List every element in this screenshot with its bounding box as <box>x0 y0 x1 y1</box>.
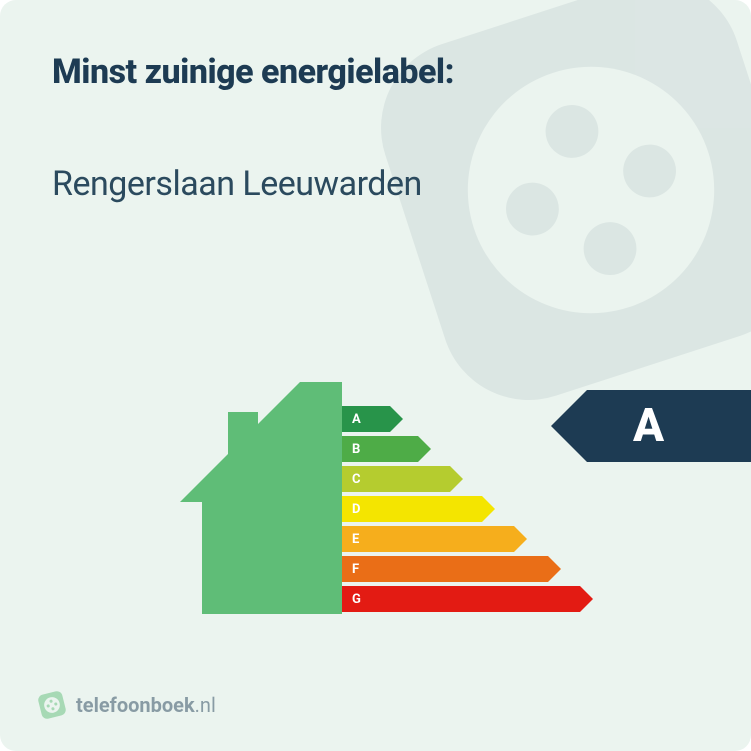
bar-arrow-icon <box>450 466 463 492</box>
footer-logo-icon <box>35 688 69 722</box>
house-icon <box>180 382 342 614</box>
bar-body: E <box>342 526 514 552</box>
bar-label: A <box>352 412 361 427</box>
bar-label: D <box>352 502 360 517</box>
bar-body: C <box>342 466 450 492</box>
bar-arrow-icon <box>580 586 593 612</box>
bar-label: G <box>352 592 361 607</box>
selected-label-text: A <box>633 399 664 453</box>
energy-graphic: ABCDEFG <box>180 382 580 622</box>
footer-brand: telefoonboek.nl <box>76 693 216 717</box>
energy-label-card: Minst zuinige energielabel: Rengerslaan … <box>0 0 751 751</box>
card-title: Minst zuinige energielabel: <box>52 52 454 92</box>
selected-label-badge: A <box>587 390 751 462</box>
selected-badge-arrow <box>551 390 587 462</box>
card-subtitle: Rengerslaan Leeuwarden <box>52 164 422 204</box>
bar-label: C <box>352 472 361 487</box>
bar-label: E <box>352 532 359 547</box>
bar-arrow-icon <box>390 406 403 432</box>
footer: telefoonboek.nl <box>38 691 216 719</box>
bar-label: B <box>352 442 360 457</box>
bar-arrow-icon <box>548 556 561 582</box>
bar-label: F <box>352 562 359 577</box>
bar-body: F <box>342 556 548 582</box>
bar-body: B <box>342 436 418 462</box>
bar-body: G <box>342 586 580 612</box>
bar-body: A <box>342 406 390 432</box>
bar-arrow-icon <box>514 526 527 552</box>
bar-arrow-icon <box>482 496 495 522</box>
footer-brand-tld: .nl <box>195 693 216 717</box>
bar-arrow-icon <box>418 436 431 462</box>
bar-body: D <box>342 496 482 522</box>
footer-brand-name: telefoonboek <box>76 693 195 717</box>
